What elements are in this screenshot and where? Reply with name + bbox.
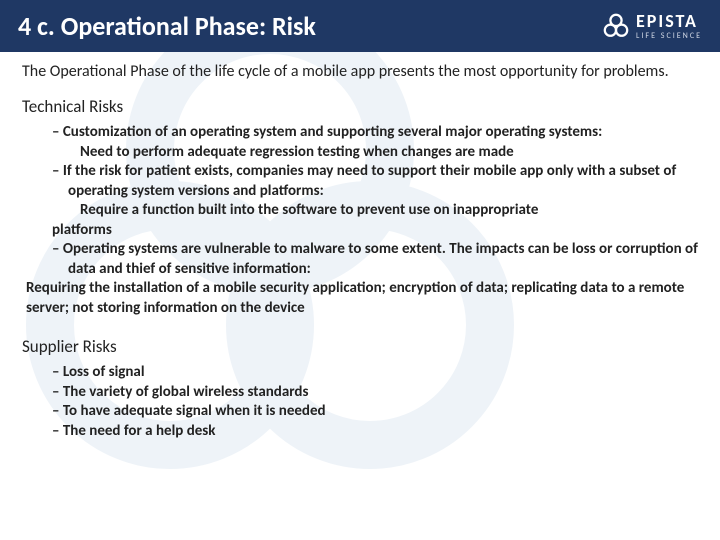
list-item: Requiring the installation of a mobile s… bbox=[22, 279, 698, 318]
list-item: – Operating systems are vulnerable to ma… bbox=[68, 240, 698, 279]
technical-risks-list: – Customization of an operating system a… bbox=[22, 123, 698, 318]
logo-rings-icon bbox=[602, 12, 630, 40]
slide-title: 4 c. Operational Phase: Risk bbox=[18, 10, 316, 42]
supplier-risks-list: – Loss of signal– The variety of global … bbox=[22, 363, 698, 441]
technical-risks-heading: Technical Risks bbox=[22, 96, 698, 117]
intro-text: The Operational Phase of the life cycle … bbox=[22, 62, 698, 82]
list-item: – The need for a help desk bbox=[68, 422, 698, 442]
list-item: – The variety of global wireless standar… bbox=[68, 383, 698, 403]
brand-logo: EPISTA LIFE SCIENCE bbox=[602, 12, 702, 40]
list-item: – Customization of an operating system a… bbox=[68, 123, 698, 143]
list-item: Need to perform adequate regression test… bbox=[52, 143, 698, 163]
list-item: platforms bbox=[22, 221, 698, 241]
slide-body: The Operational Phase of the life cycle … bbox=[0, 52, 720, 441]
list-item: – Loss of signal bbox=[68, 363, 698, 383]
list-item: Require a function built into the softwa… bbox=[52, 201, 698, 221]
logo-brand-text: EPISTA bbox=[636, 12, 702, 30]
list-item: – To have adequate signal when it is nee… bbox=[68, 402, 698, 422]
supplier-risks-heading: Supplier Risks bbox=[22, 336, 698, 357]
slide-header: 4 c. Operational Phase: Risk EPISTA LIFE… bbox=[0, 0, 720, 52]
logo-sub-text: LIFE SCIENCE bbox=[636, 32, 702, 40]
list-item: – If the risk for patient exists, compan… bbox=[68, 162, 698, 201]
